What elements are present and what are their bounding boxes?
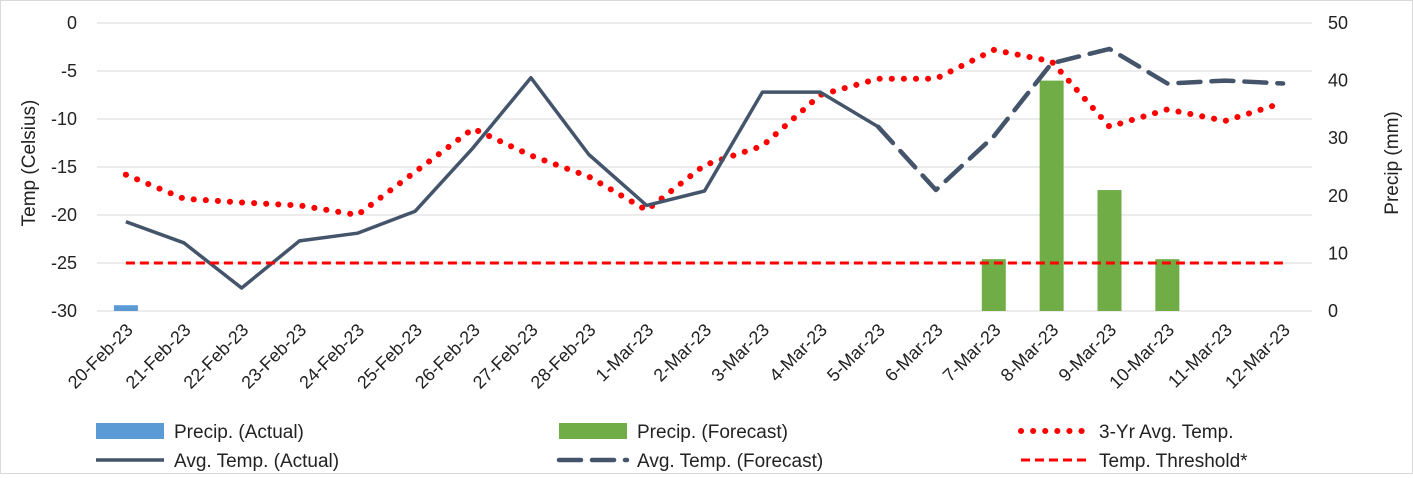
bar: [1155, 259, 1180, 311]
legend-label: Avg. Temp. (Forecast): [637, 451, 823, 472]
y-tick-label: -30: [51, 301, 77, 321]
y-axis-left-ticks: 0 -5 -10 -15 -20 -25 -30: [51, 13, 77, 321]
x-tick-label: 8-Mar-23: [997, 320, 1063, 386]
bar: [113, 305, 138, 311]
legend-swatch: [559, 423, 627, 439]
y2-tick-label: 10: [1328, 243, 1348, 263]
legend-label: Temp. Threshold*: [1099, 451, 1248, 472]
y-tick-label: -20: [51, 205, 77, 225]
legend: Precip. (Actual) Precip. (Forecast) 3-Yr A…: [96, 422, 1248, 472]
bars: [113, 80, 1180, 311]
x-tick-label: 1-Mar-23: [592, 320, 658, 386]
series-line: [875, 46, 1286, 193]
y2-tick-label: 50: [1328, 13, 1348, 33]
y2-tick-label: 30: [1328, 128, 1348, 148]
y-tick-label: 0: [67, 13, 77, 33]
y-tick-label: -15: [51, 157, 77, 177]
legend-label: Precip. (Forecast): [637, 422, 788, 443]
legend-label: Avg. Temp. (Actual): [174, 451, 339, 472]
y2-tick-label: 20: [1328, 186, 1348, 206]
bar: [1097, 190, 1122, 311]
y-axis-right-ticks: 50 40 30 20 10 0: [1328, 13, 1348, 321]
series-line: [125, 75, 879, 290]
bar: [981, 259, 1006, 311]
legend-label: 3-Yr Avg. Temp.: [1099, 422, 1233, 443]
legend-label: Precip. (Actual): [174, 422, 304, 443]
gridlines: [97, 22, 1312, 312]
x-tick-label: 4-Mar-23: [765, 320, 831, 386]
y-tick-label: -25: [51, 253, 77, 273]
y2-tick-label: 0: [1328, 301, 1338, 321]
y2-tick-label: 40: [1328, 71, 1348, 91]
lines: [122, 46, 1287, 290]
y2-axis-title: Precip (mm): [1382, 111, 1403, 214]
x-tick-label: 7-Mar-23: [939, 320, 1005, 386]
x-tick-label: 5-Mar-23: [823, 320, 889, 386]
y-tick-label: -5: [61, 61, 77, 81]
x-axis-ticks: 20-Feb-2321-Feb-2322-Feb-2323-Feb-2324-F…: [64, 320, 1294, 393]
x-tick-label: 3-Mar-23: [707, 320, 773, 386]
y-axis-title: Temp (Celsius): [19, 100, 40, 227]
bar: [1039, 80, 1064, 311]
x-tick-label: 2-Mar-23: [650, 320, 716, 386]
x-tick-label: 6-Mar-23: [881, 320, 947, 386]
legend-swatch: [96, 423, 164, 439]
y-tick-label: -10: [51, 109, 77, 129]
